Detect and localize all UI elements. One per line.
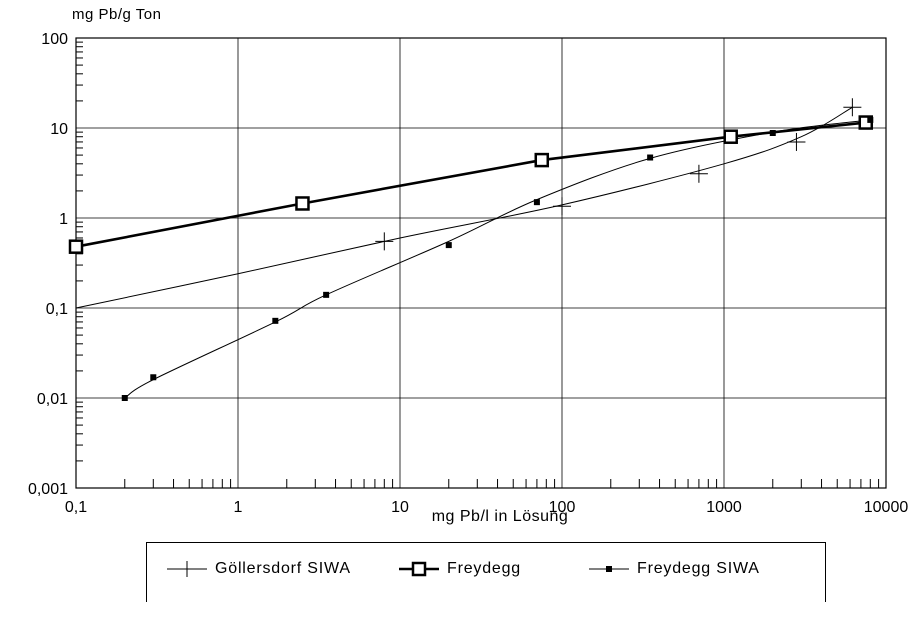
legend: Göllersdorf SIWA Freydegg Freydegg SIWA: [146, 542, 826, 602]
small-square-marker: [533, 199, 540, 206]
x-tick-label: 100: [549, 499, 576, 516]
y-tick-label: 100: [41, 31, 68, 48]
legend-item-freydegg-siwa: Freydegg SIWA: [587, 559, 760, 579]
x-tick-label: 0,1: [65, 499, 87, 516]
legend-label: Freydegg: [447, 560, 521, 577]
y-tick-labels: 0,001 0,01 0,1 1 10 100: [28, 31, 68, 498]
y-tick-label: 0,1: [46, 301, 68, 318]
plus-marker-icon: [167, 561, 207, 577]
legend-label: Göllersdorf SIWA: [215, 560, 351, 577]
small-square-marker: [150, 374, 157, 381]
small-square-marker-icon: [589, 566, 629, 572]
plot-frame: [75, 37, 887, 489]
square-marker: [723, 129, 738, 144]
square-marker: [295, 196, 310, 211]
x-axis-label: mg Pb/l in Lösung: [431, 508, 569, 525]
x-tick-label: 1000: [706, 499, 742, 516]
grid: [75, 37, 887, 489]
y-axis-label: mg Pb/g Ton: [72, 6, 162, 23]
small-square-marker: [769, 129, 776, 136]
square-marker: [68, 239, 84, 254]
y-tick-label: 0,01: [37, 391, 68, 408]
square-marker: [534, 152, 550, 168]
minor-ticks: [76, 41, 880, 488]
small-square-marker: [647, 154, 654, 161]
plus-marker: [843, 98, 862, 117]
data-markers: [68, 98, 874, 401]
series-line-2: [124, 119, 871, 399]
small-square-marker: [445, 242, 452, 249]
small-square-marker: [121, 395, 128, 401]
legend-label: Freydegg SIWA: [637, 560, 760, 577]
small-square-marker: [867, 116, 874, 123]
legend-item-gollersdorf-siwa: Göllersdorf SIWA: [165, 559, 351, 579]
legend-item-freydegg: Freydegg: [397, 559, 521, 579]
square-marker-icon: [399, 561, 439, 577]
plus-marker: [553, 197, 571, 216]
fit-lines: [75, 106, 871, 399]
series-line-1: [75, 121, 866, 248]
x-tick-label: 10: [391, 499, 409, 516]
small-square-marker: [323, 291, 330, 298]
x-tick-labels: 0,1 1 10 100 1000 10000: [65, 499, 908, 516]
x-tick-label: 1: [234, 499, 243, 516]
y-tick-label: 1: [59, 211, 68, 228]
x-tick-label: 10000: [864, 499, 909, 516]
y-tick-label: 0,001: [28, 481, 68, 498]
plus-marker: [787, 132, 806, 151]
plus-marker: [689, 164, 708, 183]
small-square-marker: [272, 317, 279, 324]
series-line-0: [75, 106, 853, 309]
y-tick-label: 10: [50, 121, 68, 138]
plus-marker: [375, 232, 394, 251]
